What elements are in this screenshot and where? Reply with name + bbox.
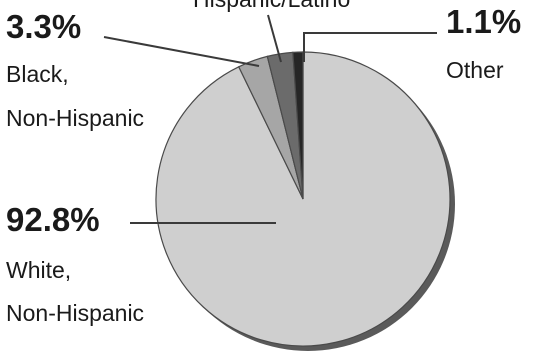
slice-label-other: Other <box>446 57 504 83</box>
slice-label-white-line2: Non-Hispanic <box>6 300 144 326</box>
pie-slice-other <box>292 51 304 200</box>
slice-label-black-line2: Non-Hispanic <box>6 105 144 131</box>
slice-value-other: 1.1% <box>446 3 521 40</box>
leader-line-hispanic <box>267 14 282 63</box>
slice-value-white: 92.8% <box>6 201 100 238</box>
slice-label-white-line1: White, <box>6 257 71 283</box>
slice-value-black: 3.3% <box>6 8 81 45</box>
slice-label-black-line1: Black, <box>6 61 69 87</box>
leader-line-black <box>103 36 260 67</box>
slice-label-hispanic: Hispanic/Latino <box>193 0 350 12</box>
leader-line-other <box>303 32 437 62</box>
